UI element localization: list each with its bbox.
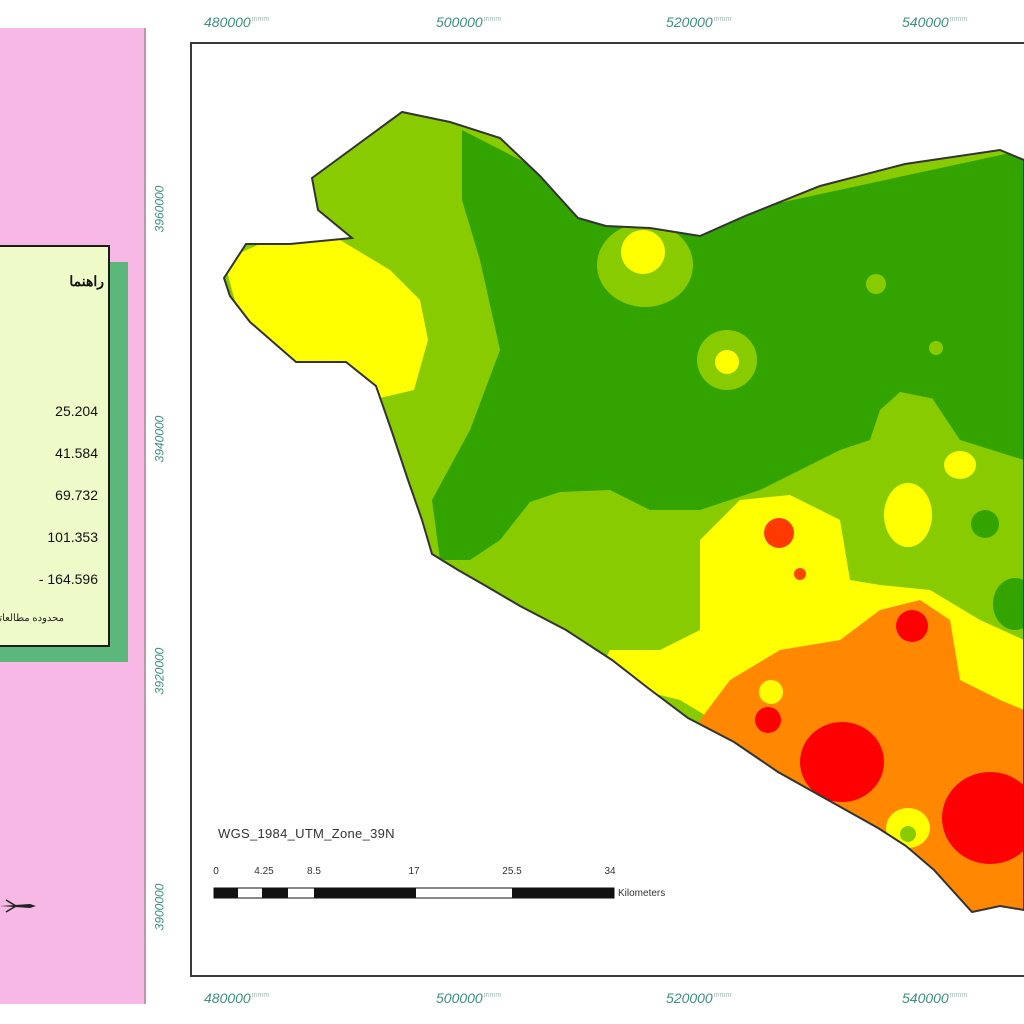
- scale-label-5: 34: [604, 866, 616, 877]
- scale-bar: [213, 887, 615, 899]
- x-tick-top-480000: 480000mmm: [204, 14, 270, 30]
- legend-class-4: 101.353: [47, 529, 98, 545]
- legend-title: راهنما: [69, 273, 104, 289]
- legend-class-2: 41.584: [55, 445, 98, 461]
- x-tick-bottom-480000: 480000mmm: [204, 990, 270, 1006]
- scale-label-0: 0: [213, 866, 219, 877]
- scale-label-1: 4.25: [254, 866, 274, 877]
- scale-unit: Kilometers: [618, 888, 666, 899]
- scale-label-4: 25.5: [502, 866, 522, 877]
- north-arrow-icon: [0, 899, 36, 913]
- x-tick-top-500000: 500000mmm: [436, 14, 502, 30]
- legend-note: محدوده مطالعاتی: [0, 613, 64, 624]
- x-tick-bottom-540000: 540000mmm: [902, 990, 968, 1006]
- x-tick-top-520000: 520000mmm: [666, 14, 732, 30]
- legend: راهنما 25.204 41.584 69.732 101.353 - 16…: [0, 245, 110, 647]
- x-tick-top-540000: 540000mmm: [902, 14, 968, 30]
- x-tick-bottom-520000: 520000mmm: [666, 990, 732, 1006]
- scale-label-2: 8.5: [307, 866, 321, 877]
- projection-label: WGS_1984_UTM_Zone_39N: [218, 826, 395, 841]
- x-tick-bottom-500000: 500000mmm: [436, 990, 502, 1006]
- legend-class-5: - 164.596: [38, 571, 98, 587]
- legend-class-1: 25.204: [55, 403, 98, 419]
- legend-class-3: 69.732: [55, 487, 98, 503]
- scale-label-3: 17: [408, 866, 420, 877]
